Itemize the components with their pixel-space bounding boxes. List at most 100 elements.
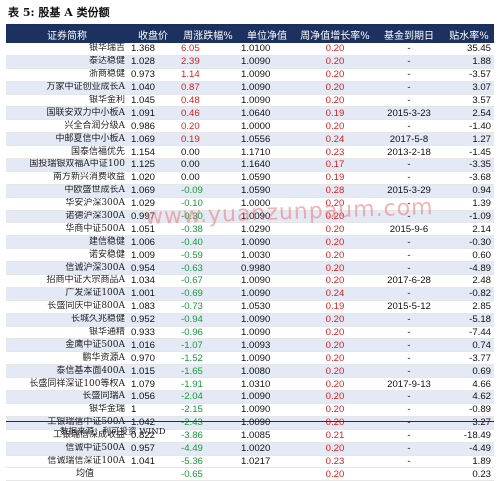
fund-table: 证券简称 收盘价 周涨跌幅% 单位净值 周净值增长率% 基金到期日 贴水率% 银… <box>6 26 494 481</box>
nav-cell: 1.0090 <box>238 326 296 340</box>
weekly-change-cell: 0.00 <box>178 171 238 185</box>
close-price-cell: 0.986 <box>128 119 178 134</box>
nav-growth-cell: 0.20 <box>296 326 374 340</box>
nav-growth-cell: 0.19 <box>296 300 374 314</box>
average-discount: 0.23 <box>444 467 494 481</box>
fund-name-cell: 建信稳健 <box>6 235 128 250</box>
weekly-change-cell: -1.91 <box>178 377 238 392</box>
expiry-cell: - <box>374 210 444 224</box>
fund-name-cell: 长盛同瑞A <box>6 390 128 404</box>
weekly-change-cell: 6.05 <box>178 43 238 56</box>
close-price-cell: 0.822 <box>128 429 178 443</box>
table-row: 信诚沪深300A 0.954 -0.63 0.9980 0.20- -4.89 <box>6 261 494 276</box>
table-row: 华商中证500A 1.051 -0.38 1.0290 0.20 2015-9-6 2.14 <box>6 222 494 237</box>
expiry-cell: - <box>374 81 444 95</box>
nav-growth-cell: 0.20 <box>296 351 374 366</box>
table-row: 鹏华资源A 0.970 -1.52 1.0090 0.20- -3.77 <box>6 351 494 366</box>
expiry-cell: 2017-9-13 <box>374 377 444 392</box>
nav-cell: 1.0217 <box>238 455 296 469</box>
nav-cell: 1.0090 <box>238 403 296 417</box>
close-price-cell: 1.001 <box>128 287 178 301</box>
nav-cell: 1.0290 <box>238 222 296 237</box>
fund-name-cell: 招商中证大宗商品A <box>6 274 128 288</box>
nav-growth-cell: 0.19 <box>296 106 374 121</box>
empty-cell <box>238 467 296 481</box>
expiry-cell: - <box>374 55 444 69</box>
fund-name-cell: 万家中证创业成长A <box>6 81 128 95</box>
table-row: 泰达稳健 1.028 2.39 1.0090 0.20-1.88 <box>6 55 494 69</box>
fund-name-cell: 南方新兴消费收益 <box>6 171 128 185</box>
nav-growth-cell: 0.21 <box>296 429 374 443</box>
table-row: 长盛同庆中证800A 1.083 -0.73 1.0530 0.19 2015-5-12 2… <box>6 300 494 314</box>
expiry-cell: - <box>374 197 444 211</box>
expiry-cell: - <box>374 261 444 276</box>
table-row: 银华金利 1.045 0.48 1.0090 0.20-3.57 <box>6 94 494 108</box>
nav-growth-cell: 0.20 <box>296 222 374 237</box>
weekly-change-cell: 0.48 <box>178 94 238 108</box>
nav-growth-cell: 0.20 <box>296 210 374 224</box>
nav-cell: 1.1640 <box>238 158 296 172</box>
weekly-change-cell: 0.19 <box>178 132 238 147</box>
weekly-change-cell: -0.73 <box>178 300 238 314</box>
weekly-change-cell: -0.30 <box>178 210 238 224</box>
nav-growth-cell: 0.28 <box>296 184 374 198</box>
table-row: 工银瑞信中证500A 1.042 -2.43 1.0090 0.20-3.27 <box>6 416 494 430</box>
table-row: 万家中证创业成长A 1.040 0.87 1.0090 0.20-3.07 <box>6 81 494 95</box>
nav-cell: 1.0590 <box>238 184 296 198</box>
nav-cell: 1.0556 <box>238 132 296 147</box>
nav-cell: 1.0090 <box>238 287 296 301</box>
close-price-cell: 1.045 <box>128 94 178 108</box>
expiry-cell: - <box>374 68 444 82</box>
close-price-cell: 0.954 <box>128 261 178 276</box>
close-price-cell: 1.083 <box>128 300 178 314</box>
discount-cell: -3.68 <box>444 171 494 185</box>
expiry-cell: 2013-2-18 <box>374 145 444 160</box>
discount-cell: 3.27 <box>444 416 494 430</box>
discount-cell: 0.94 <box>444 184 494 198</box>
weekly-change-cell: -2.43 <box>178 416 238 430</box>
fund-name-cell: 银华通精 <box>6 326 128 340</box>
nav-cell: 1.0000 <box>238 197 296 211</box>
close-price-cell: 1.125 <box>128 158 178 172</box>
weekly-change-cell: 2.39 <box>178 55 238 69</box>
close-price-cell: 0.973 <box>128 68 178 82</box>
table-row: 信诚中证500A 0.957 -4.49 1.0020 0.20- -4.49 <box>6 442 494 456</box>
weekly-change-cell: -0.10 <box>178 197 238 211</box>
nav-cell: 1.0085 <box>238 429 296 443</box>
expiry-cell: - <box>374 326 444 340</box>
weekly-change-cell: -3.86 <box>178 429 238 443</box>
nav-growth-cell: 0.20 <box>296 81 374 95</box>
expiry-cell: - <box>374 158 444 172</box>
discount-cell: -3.77 <box>444 351 494 366</box>
expiry-cell: - <box>374 119 444 134</box>
nav-growth-cell: 0.20 <box>296 377 374 392</box>
weekly-change-cell: -0.09 <box>178 184 238 198</box>
column-header-nav: 单位净值 <box>238 26 296 43</box>
discount-cell: -0.89 <box>444 403 494 417</box>
fund-name-cell: 银华瑞吉 <box>6 43 128 56</box>
table-row: 诺德沪深300A 0.997 -0.30 1.0090 0.20- -1.09 <box>6 210 494 224</box>
discount-cell: 35.45 <box>444 43 494 56</box>
nav-growth-cell: 0.24 <box>296 132 374 147</box>
expiry-cell: 2017-6-28 <box>374 274 444 288</box>
average-nav-growth: 0.20 <box>296 467 374 481</box>
discount-cell: 1.88 <box>444 55 494 69</box>
discount-cell: -5.18 <box>444 313 494 327</box>
close-price-cell: 1.069 <box>128 132 178 147</box>
discount-cell: -0.30 <box>444 235 494 250</box>
weekly-change-cell: -1.65 <box>178 364 238 379</box>
nav-cell: 1.0090 <box>238 94 296 108</box>
nav-growth-cell: 0.24 <box>296 287 374 301</box>
discount-cell: 4.62 <box>444 390 494 404</box>
close-price-cell: 1.091 <box>128 106 178 121</box>
close-price-cell: 1.040 <box>128 81 178 95</box>
fund-name-cell: 泰信基本面400A <box>6 364 128 379</box>
table-row: 建信稳健 1.006 -0.40 1.0090 0.20- -0.30 <box>6 235 494 250</box>
weekly-change-cell: -5.36 <box>178 455 238 469</box>
close-price-cell: 1.028 <box>128 55 178 69</box>
table-row: 诺安稳健 1.009 -0.59 1.0030 0.20-0.60 <box>6 248 494 263</box>
discount-cell: 0.74 <box>444 338 494 353</box>
table-row: 金鹰中证500A 1.016 -1.07 1.0093 0.20-0.74 <box>6 338 494 353</box>
discount-cell: -7.44 <box>444 326 494 340</box>
weekly-change-cell: -2.04 <box>178 390 238 404</box>
